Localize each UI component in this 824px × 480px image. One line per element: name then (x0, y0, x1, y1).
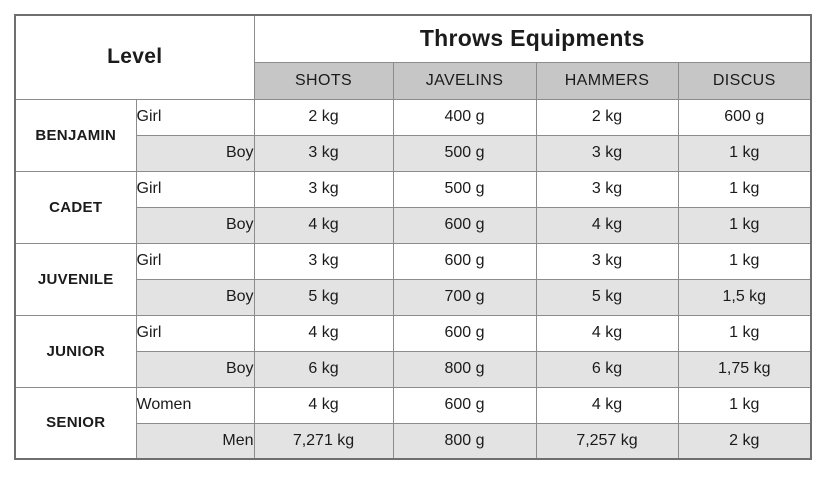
value-cell: 4 kg (253, 314, 394, 352)
value-cell: 600 g (392, 242, 537, 280)
column-header-discus: DISCUS (677, 61, 812, 100)
value-cell: 1 kg (677, 134, 812, 172)
value-cell: 4 kg (535, 206, 679, 244)
value-cell: 2 kg (253, 98, 394, 136)
table-row: SHOTS JAVELINS HAMMERS DISCUS (15, 61, 812, 100)
value-cell: 600 g (392, 314, 537, 352)
gender-cell: Boy (135, 206, 255, 244)
value-cell: 7,271 kg (253, 422, 394, 460)
value-cell: 1 kg (677, 242, 812, 280)
value-cell: 1 kg (677, 386, 812, 424)
table-row: CADET Girl 3 kg 500 g 3 kg 1 kg (14, 170, 812, 244)
value-cell: 3 kg (535, 242, 679, 280)
gender-cell: Girl (135, 98, 255, 136)
level-cell-senior: SENIOR (14, 386, 137, 460)
table-title: Throws Equipments (253, 14, 812, 63)
value-cell: 600 g (392, 386, 537, 424)
value-cell: 500 g (392, 134, 537, 172)
table-row: Boy 4 kg 600 g 4 kg 1 kg (15, 206, 812, 244)
table-row: JUNIOR Girl 4 kg 600 g 4 kg 1 kg (14, 314, 812, 388)
table-row: SENIOR Women 4 kg 600 g 4 kg 1 kg (14, 386, 812, 460)
value-cell: 1 kg (677, 170, 812, 208)
gender-cell: Boy (135, 134, 255, 172)
gender-cell: Women (135, 386, 255, 424)
value-cell: 500 g (392, 170, 537, 208)
table-row: Boy 6 kg 800 g 6 kg 1,75 kg (15, 350, 812, 388)
level-cell-benjamin: BENJAMIN (14, 98, 137, 172)
gender-cell: Girl (135, 170, 255, 208)
value-cell: 4 kg (253, 206, 394, 244)
value-cell: 3 kg (535, 170, 679, 208)
value-cell: 1,75 kg (677, 350, 812, 388)
value-cell: 4 kg (535, 314, 679, 352)
table-row: Boy 5 kg 700 g 5 kg 1,5 kg (15, 278, 812, 316)
value-cell: 800 g (392, 350, 537, 388)
table-row: Boy 3 kg 500 g 3 kg 1 kg (15, 134, 812, 172)
throws-equipment-table: Level Throws Equipments SHOTS JAVELINS H… (14, 14, 813, 460)
value-cell: 700 g (392, 278, 537, 316)
value-cell: 6 kg (253, 350, 394, 388)
level-cell-cadet: CADET (14, 170, 137, 244)
level-header: Level (14, 14, 255, 100)
value-cell: 4 kg (253, 386, 394, 424)
gender-cell: Boy (135, 278, 255, 316)
value-cell: 3 kg (535, 134, 679, 172)
column-header-javelins: JAVELINS (392, 61, 537, 100)
value-cell: 3 kg (253, 242, 394, 280)
level-cell-juvenile: JUVENILE (14, 242, 137, 316)
value-cell: 1 kg (677, 314, 812, 352)
gender-cell: Boy (135, 350, 255, 388)
value-cell: 5 kg (253, 278, 394, 316)
gender-cell: Girl (135, 242, 255, 280)
value-cell: 600 g (677, 98, 812, 136)
value-cell: 2 kg (535, 98, 679, 136)
value-cell: 3 kg (253, 134, 394, 172)
table-row: Level Throws Equipments (14, 14, 812, 100)
value-cell: 6 kg (535, 350, 679, 388)
table-row: JUVENILE Girl 3 kg 600 g 3 kg 1 kg (14, 242, 812, 316)
value-cell: 3 kg (253, 170, 394, 208)
gender-cell: Men (135, 422, 255, 460)
table-row: BENJAMIN Girl 2 kg 400 g 2 kg 600 g (14, 98, 812, 172)
value-cell: 1 kg (677, 206, 812, 244)
column-header-hammers: HAMMERS (535, 61, 679, 100)
value-cell: 2 kg (677, 422, 812, 460)
value-cell: 7,257 kg (535, 422, 679, 460)
value-cell: 4 kg (535, 386, 679, 424)
level-cell-junior: JUNIOR (14, 314, 137, 388)
value-cell: 1,5 kg (677, 278, 812, 316)
column-header-shots: SHOTS (253, 61, 394, 100)
value-cell: 600 g (392, 206, 537, 244)
value-cell: 800 g (392, 422, 537, 460)
table-row: Men 7,271 kg 800 g 7,257 kg 2 kg (15, 422, 812, 460)
value-cell: 5 kg (535, 278, 679, 316)
gender-cell: Girl (135, 314, 255, 352)
value-cell: 400 g (392, 98, 537, 136)
